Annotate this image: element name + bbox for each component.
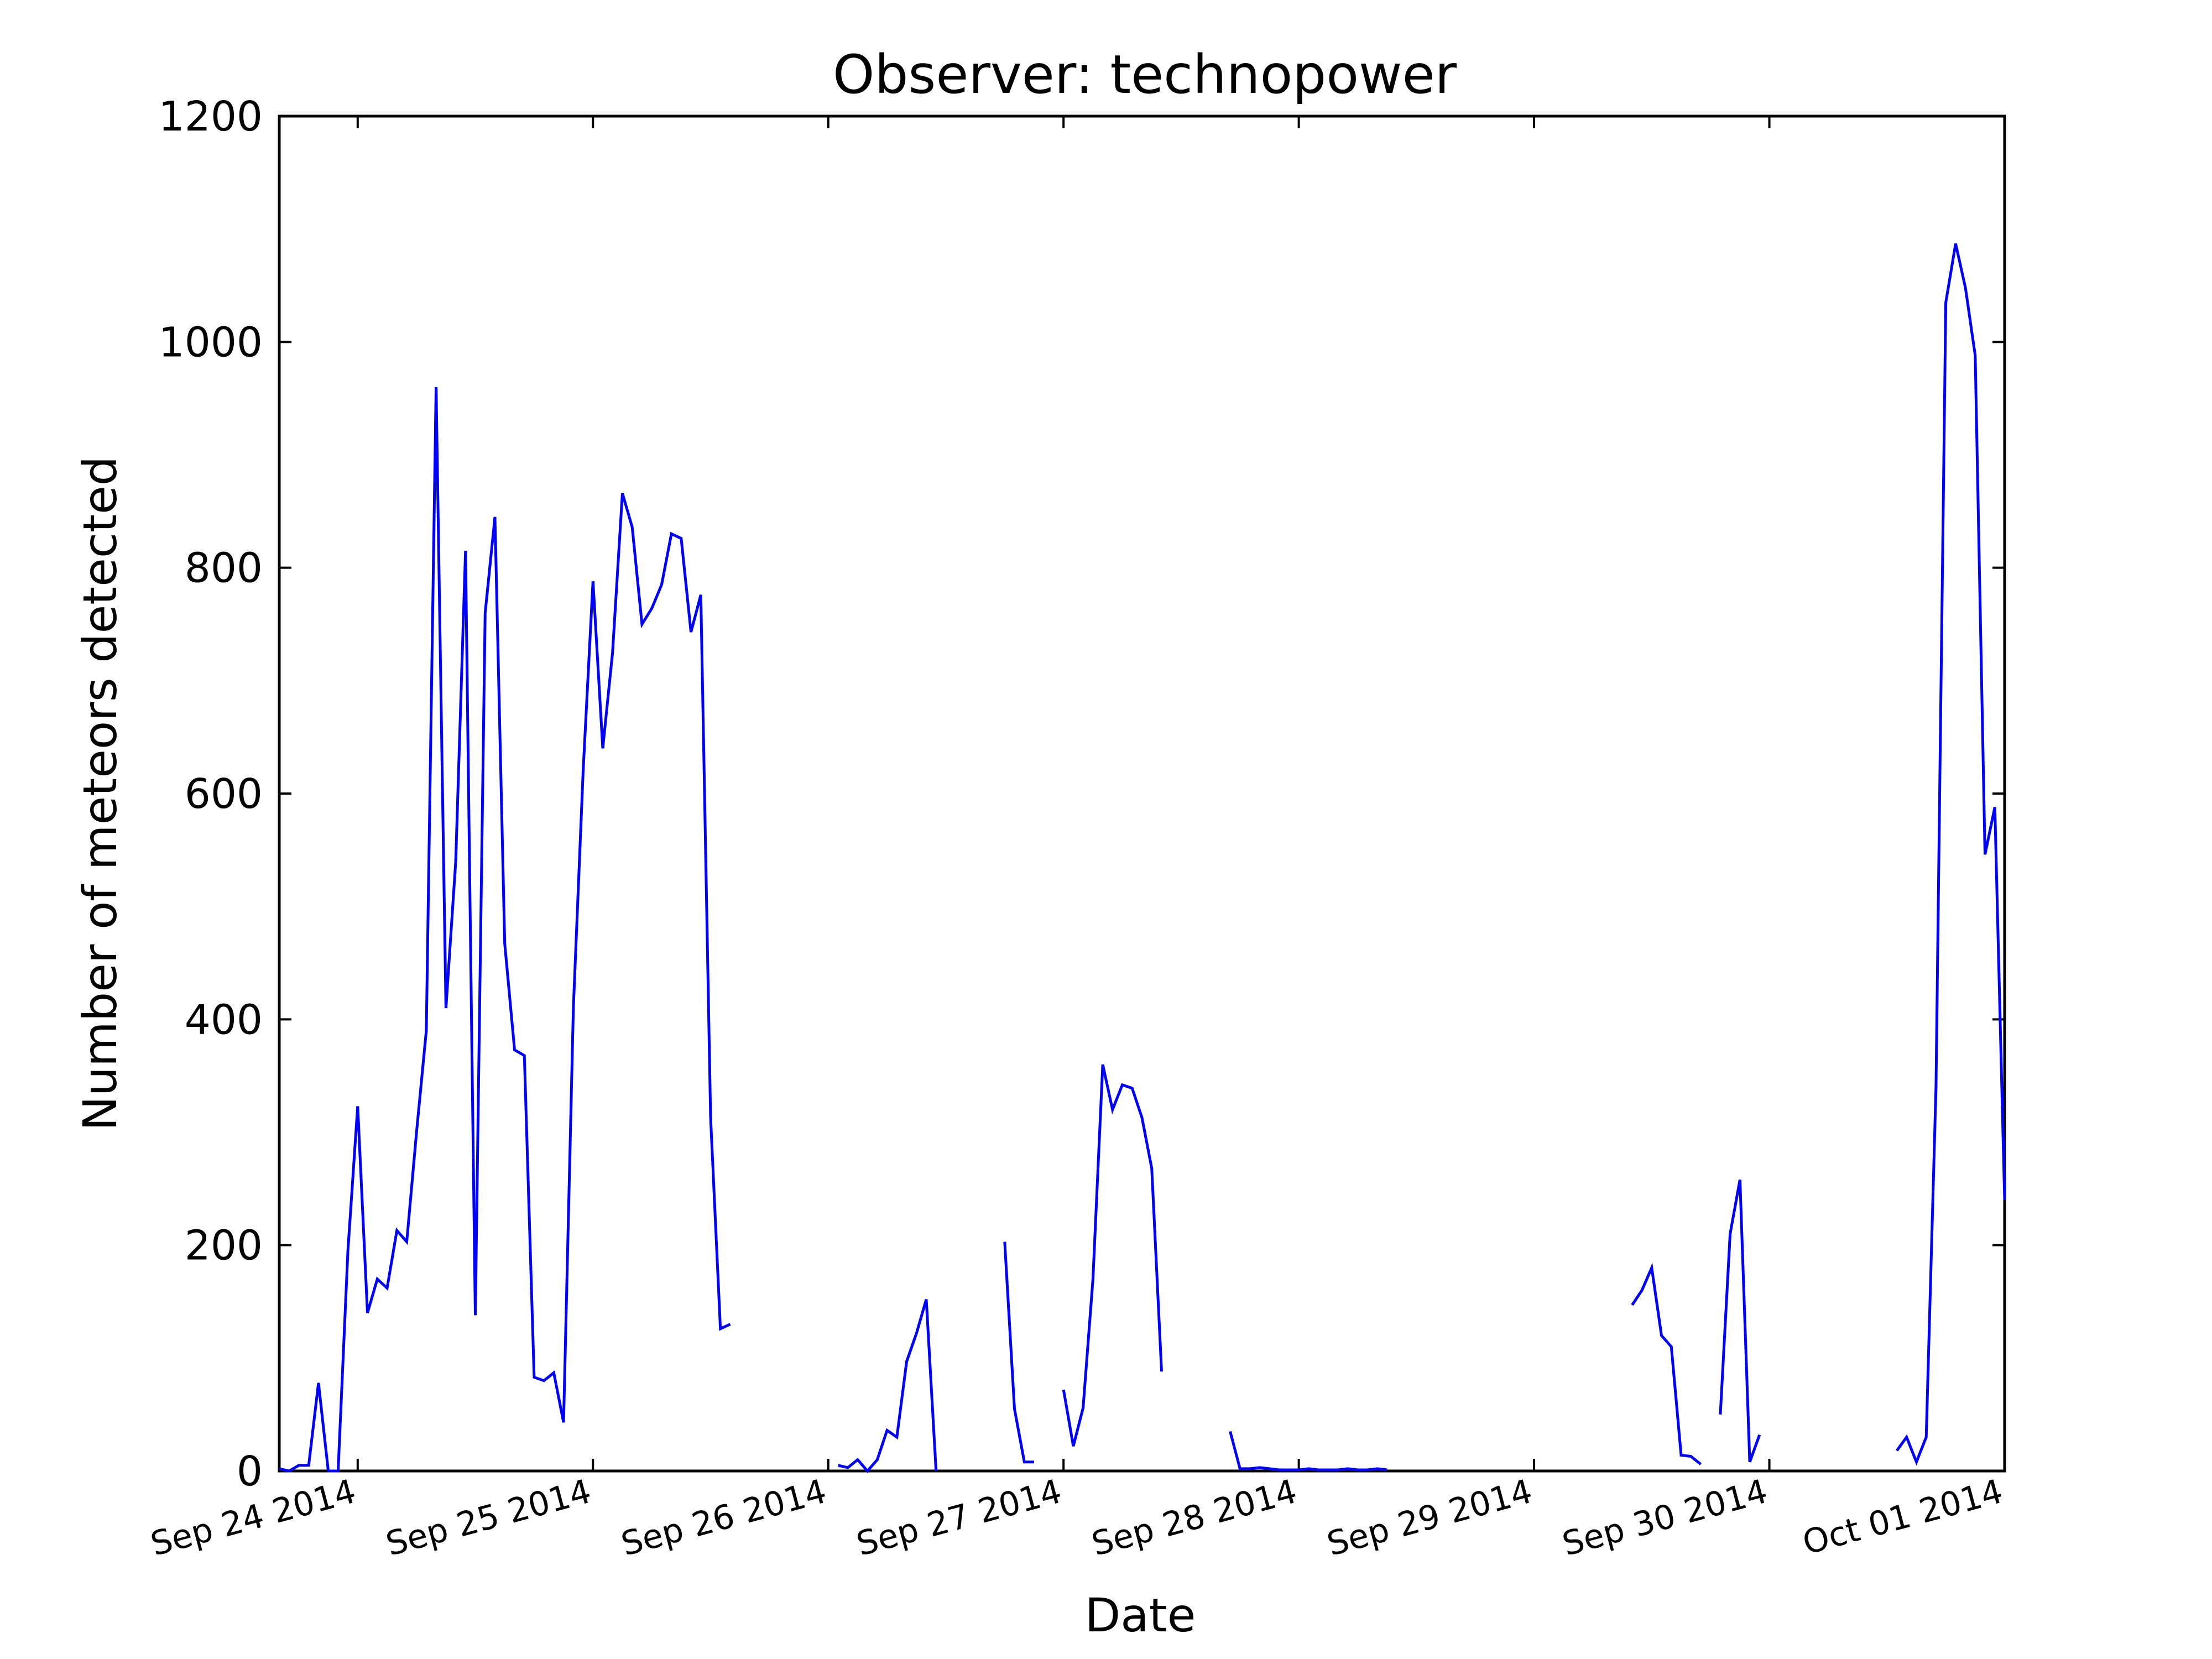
series-line bbox=[1229, 1431, 1387, 1472]
x-tick-label: Oct 01 2014 bbox=[1798, 1472, 2006, 1563]
series-layer bbox=[279, 243, 2006, 1473]
series-line bbox=[1003, 1241, 1034, 1464]
x-tick-label: Sep 26 2014 bbox=[617, 1472, 830, 1564]
x-tick-label: Sep 25 2014 bbox=[382, 1472, 595, 1564]
series-line bbox=[1062, 1064, 1163, 1447]
plot-frame bbox=[278, 114, 2006, 1473]
y-tick-label: 1200 bbox=[159, 93, 263, 140]
series-line bbox=[1719, 1179, 1761, 1463]
series-line bbox=[837, 1299, 938, 1473]
x-tick-label: Sep 30 2014 bbox=[1558, 1472, 1771, 1564]
chart-title: Observer: technopower bbox=[833, 44, 1457, 106]
x-tick-label: Sep 28 2014 bbox=[1088, 1472, 1301, 1564]
y-tick-label: 1000 bbox=[159, 319, 263, 366]
x-tick-label: Sep 27 2014 bbox=[853, 1472, 1066, 1564]
series-line bbox=[1631, 1262, 1702, 1465]
y-axis-label: Number of meteors detected bbox=[73, 456, 127, 1131]
y-tick-label: 400 bbox=[185, 996, 263, 1044]
x-tick-label: Sep 29 2014 bbox=[1323, 1472, 1536, 1564]
x-axis-label: Date bbox=[1085, 1588, 1196, 1642]
series-line bbox=[1895, 243, 2006, 1466]
y-tick-label: 0 bbox=[237, 1448, 263, 1495]
y-axis: 0 200 400 600 800 1000 1200 bbox=[159, 93, 2005, 1495]
y-tick-label: 600 bbox=[185, 770, 263, 818]
x-axis: Sep 24 2014 Sep 25 2014 Sep 26 2014 Sep 27 … bbox=[147, 116, 2007, 1564]
y-tick-label: 200 bbox=[185, 1222, 263, 1270]
y-tick-label: 800 bbox=[185, 545, 263, 592]
series-line bbox=[279, 387, 731, 1473]
